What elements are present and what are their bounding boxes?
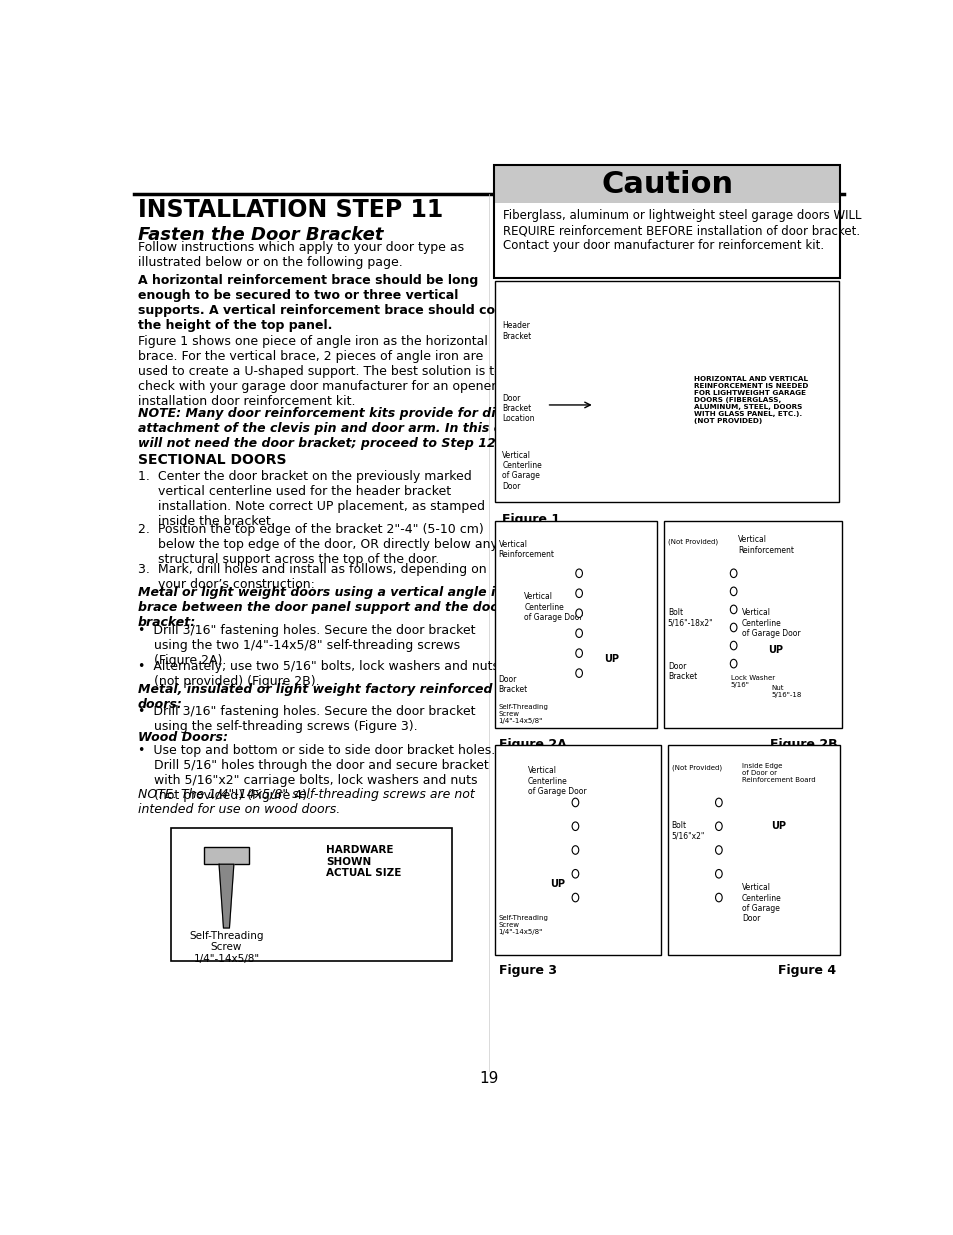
Bar bbox=[494, 165, 840, 204]
Polygon shape bbox=[219, 864, 233, 927]
Circle shape bbox=[730, 624, 737, 632]
Circle shape bbox=[576, 629, 582, 637]
Bar bbox=[494, 165, 840, 278]
Circle shape bbox=[730, 587, 737, 595]
Circle shape bbox=[730, 641, 737, 650]
Text: Figure 4: Figure 4 bbox=[778, 965, 836, 977]
Text: Metal, insulated or light weight factory reinforced
doors:: Metal, insulated or light weight factory… bbox=[137, 683, 492, 710]
Text: UP: UP bbox=[603, 655, 618, 664]
Circle shape bbox=[572, 798, 578, 806]
Text: 1.  Center the door bracket on the previously marked
     vertical centerline us: 1. Center the door bracket on the previo… bbox=[137, 469, 484, 527]
Circle shape bbox=[715, 798, 721, 806]
Circle shape bbox=[576, 648, 582, 657]
Circle shape bbox=[730, 659, 737, 668]
Text: Door
Bracket: Door Bracket bbox=[498, 676, 527, 694]
Text: Inside Edge
of Door or
Reinforcement Board: Inside Edge of Door or Reinforcement Boa… bbox=[741, 762, 815, 783]
Text: Bolt
5/16"-18x2": Bolt 5/16"-18x2" bbox=[667, 609, 713, 627]
Text: •  Drill 3/16" fastening holes. Secure the door bracket
    using the self-threa: • Drill 3/16" fastening holes. Secure th… bbox=[137, 705, 475, 734]
Text: UP: UP bbox=[767, 645, 781, 655]
Bar bbox=[667, 746, 840, 955]
Text: Nut
5/16"-18: Nut 5/16"-18 bbox=[771, 684, 801, 698]
Text: Metal or light weight doors using a vertical angle iron
brace between the door p: Metal or light weight doors using a vert… bbox=[137, 585, 518, 629]
Bar bbox=[204, 847, 249, 864]
Bar bbox=[171, 829, 452, 961]
Text: 3.  Mark, drill holes and install as follows, depending on
     your door’s cons: 3. Mark, drill holes and install as foll… bbox=[137, 563, 486, 590]
Text: Door
Bracket
Location: Door Bracket Location bbox=[501, 394, 535, 424]
Text: •  Drill 3/16" fastening holes. Secure the door bracket
    using the two 1/4"-1: • Drill 3/16" fastening holes. Secure th… bbox=[137, 624, 475, 667]
Text: Fiberglass, aluminum or lightweight steel garage doors WILL
REQUIRE reinforcemen: Fiberglass, aluminum or lightweight stee… bbox=[502, 209, 861, 252]
Circle shape bbox=[576, 669, 582, 678]
Circle shape bbox=[715, 893, 721, 902]
Circle shape bbox=[576, 569, 582, 578]
Circle shape bbox=[576, 589, 582, 598]
Circle shape bbox=[572, 823, 578, 830]
Text: Self-Threading
Screw
1/4"-14x5/8": Self-Threading Screw 1/4"-14x5/8" bbox=[498, 915, 548, 935]
Text: Follow instructions which apply to your door type as
illustrated below or on the: Follow instructions which apply to your … bbox=[137, 241, 463, 269]
Text: Header
Bracket: Header Bracket bbox=[501, 321, 531, 341]
Text: Figure 1 shows one piece of angle iron as the horizontal
brace. For the vertical: Figure 1 shows one piece of angle iron a… bbox=[137, 335, 501, 408]
Circle shape bbox=[572, 846, 578, 855]
Circle shape bbox=[715, 869, 721, 878]
Text: Vertical
Reinforcement: Vertical Reinforcement bbox=[498, 540, 554, 559]
Text: Figure 3: Figure 3 bbox=[498, 965, 556, 977]
Text: Self-Threading
Screw
1/4"-14x5/8": Self-Threading Screw 1/4"-14x5/8" bbox=[189, 931, 263, 965]
Circle shape bbox=[572, 869, 578, 878]
Text: Vertical
Centerline
of Garage Door: Vertical Centerline of Garage Door bbox=[524, 593, 582, 622]
Text: A horizontal reinforcement brace should be long
enough to be secured to two or t: A horizontal reinforcement brace should … bbox=[137, 274, 517, 332]
Text: Door
Bracket: Door Bracket bbox=[667, 662, 697, 682]
Text: Vertical
Centerline
of Garage
Door: Vertical Centerline of Garage Door bbox=[501, 451, 541, 490]
Text: (Not Provided): (Not Provided) bbox=[667, 538, 718, 545]
Circle shape bbox=[730, 605, 737, 614]
Circle shape bbox=[576, 609, 582, 618]
Text: Bolt
5/16"x2": Bolt 5/16"x2" bbox=[671, 821, 704, 841]
Text: UP: UP bbox=[550, 878, 565, 888]
Text: •  Alternately, use two 5/16" bolts, lock washers and nuts
    (not provided) (F: • Alternately, use two 5/16" bolts, lock… bbox=[137, 659, 498, 688]
Text: 2.  Position the top edge of the bracket 2"-4" (5-10 cm)
     below the top edge: 2. Position the top edge of the bracket … bbox=[137, 522, 497, 566]
Text: Vertical
Reinforcement: Vertical Reinforcement bbox=[738, 535, 793, 555]
Text: Figure 1: Figure 1 bbox=[501, 514, 559, 526]
Text: Vertical
Centerline
of Garage
Door: Vertical Centerline of Garage Door bbox=[741, 883, 781, 924]
Bar bbox=[663, 521, 841, 729]
Text: NOTE: Many door reinforcement kits provide for direct
attachment of the clevis p: NOTE: Many door reinforcement kits provi… bbox=[137, 406, 555, 450]
Circle shape bbox=[715, 846, 721, 855]
Text: HARDWARE
SHOWN
ACTUAL SIZE: HARDWARE SHOWN ACTUAL SIZE bbox=[326, 845, 401, 878]
Bar bbox=[495, 746, 660, 955]
Text: SECTIONAL DOORS: SECTIONAL DOORS bbox=[137, 452, 286, 467]
Text: Wood Doors:: Wood Doors: bbox=[137, 731, 228, 745]
Text: Self-Threading
Screw
1/4"-14x5/8": Self-Threading Screw 1/4"-14x5/8" bbox=[498, 704, 548, 724]
Text: Lock Washer
5/16": Lock Washer 5/16" bbox=[730, 676, 774, 688]
Text: Figure 2B: Figure 2B bbox=[769, 737, 837, 751]
Text: HORIZONTAL AND VERTICAL
REINFORCEMENT IS NEEDED
FOR LIGHTWEIGHT GARAGE
DOORS (FI: HORIZONTAL AND VERTICAL REINFORCEMENT IS… bbox=[694, 377, 808, 425]
Circle shape bbox=[715, 823, 721, 830]
Text: UP: UP bbox=[771, 821, 785, 831]
Circle shape bbox=[730, 569, 737, 578]
Text: Vertical
Centerline
of Garage Door: Vertical Centerline of Garage Door bbox=[741, 609, 800, 638]
Text: 19: 19 bbox=[478, 1071, 498, 1086]
Text: •  Use top and bottom or side to side door bracket holes.
    Drill 5/16" holes : • Use top and bottom or side to side doo… bbox=[137, 745, 495, 803]
Text: Fasten the Door Bracket: Fasten the Door Bracket bbox=[137, 226, 383, 245]
Text: INSTALLATION STEP 11: INSTALLATION STEP 11 bbox=[137, 198, 442, 221]
Text: Caution: Caution bbox=[600, 170, 733, 199]
Text: Figure 2A: Figure 2A bbox=[498, 737, 566, 751]
Circle shape bbox=[572, 893, 578, 902]
Text: Vertical
Centerline
of Garage Door: Vertical Centerline of Garage Door bbox=[528, 766, 586, 797]
Text: NOTE: The 1/4"-14x5/8" self-threading screws are not
intended for use on wood do: NOTE: The 1/4"-14x5/8" self-threading sc… bbox=[137, 788, 474, 816]
Bar bbox=[495, 282, 838, 501]
Bar bbox=[495, 521, 657, 729]
Text: (Not Provided): (Not Provided) bbox=[671, 764, 720, 771]
